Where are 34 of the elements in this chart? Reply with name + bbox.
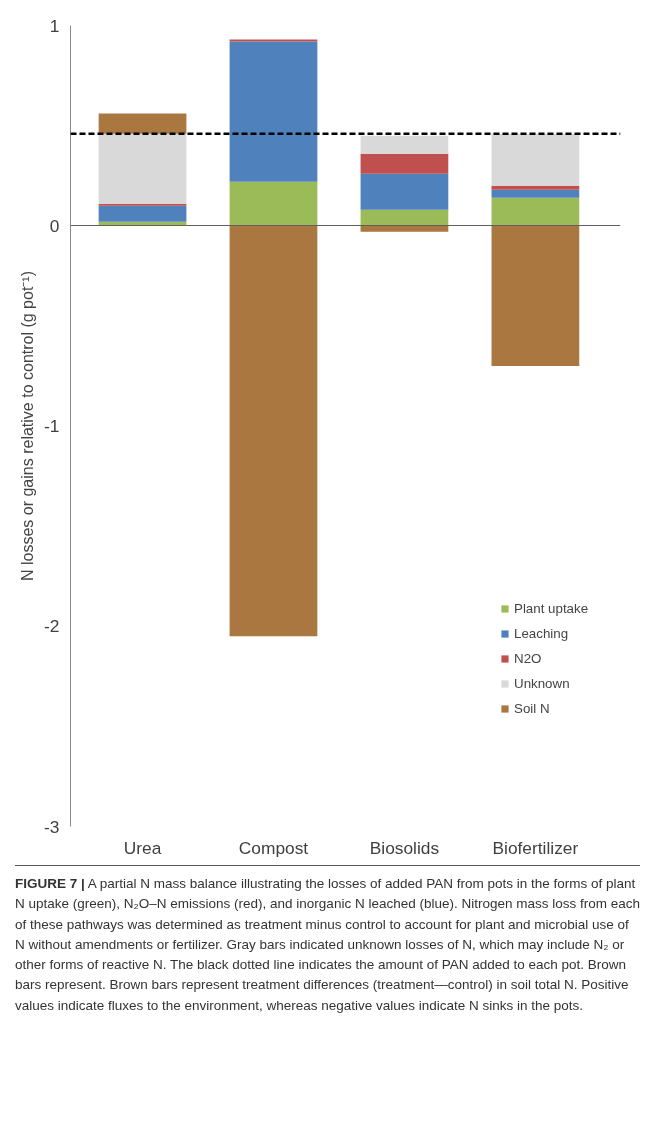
y-tick-label: -2 — [44, 616, 60, 637]
bar — [98, 203, 187, 206]
y-axis-title: N losses or gains relative to control (g pot⁻¹) — [19, 270, 37, 582]
bar — [229, 225, 318, 637]
legend-label: N2O — [514, 651, 542, 666]
bar — [491, 185, 580, 190]
y-tick-label: 0 — [49, 215, 60, 236]
x-tick-label: Biosolids — [369, 837, 440, 858]
bar — [491, 189, 580, 198]
x-tick-label: Biofertilizer — [492, 837, 579, 858]
legend-label: Soil N — [514, 701, 550, 716]
legend-label: Leaching — [514, 626, 569, 641]
y-tick-label: -1 — [44, 416, 60, 436]
caption: FIGURE 7 | — [15, 876, 85, 891]
x-tick-label: Compost — [238, 837, 309, 858]
bar — [229, 39, 318, 42]
bar — [491, 197, 580, 226]
legend-label: Unknown — [514, 676, 570, 691]
bar — [229, 181, 318, 226]
bar — [98, 133, 187, 204]
bar — [360, 173, 449, 210]
x-tick-label: Urea — [123, 837, 162, 858]
bar — [98, 113, 187, 134]
bar — [360, 153, 449, 174]
y-tick-label: 1 — [49, 15, 60, 36]
bar — [360, 209, 449, 226]
bar — [229, 41, 318, 182]
bar — [360, 135, 449, 154]
legend-label: Plant uptake — [514, 601, 589, 616]
y-tick-label: -3 — [44, 816, 60, 837]
bar — [491, 133, 580, 186]
bar — [98, 205, 187, 222]
bar — [360, 225, 449, 232]
bar — [491, 225, 580, 366]
